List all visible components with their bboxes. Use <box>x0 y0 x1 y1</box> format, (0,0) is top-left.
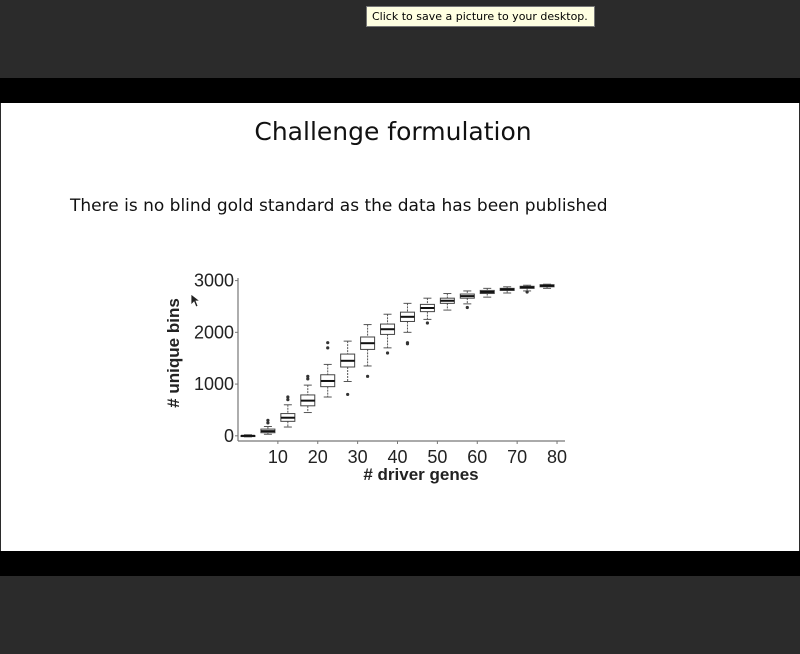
box-2.5 <box>240 434 256 438</box>
box-27.5 <box>340 340 356 397</box>
chart-boxes <box>240 283 555 438</box>
x-tick-label: 80 <box>547 447 567 467</box>
box-outlier <box>326 346 330 350</box>
box-77.5 <box>539 283 555 289</box>
box-outlier <box>405 342 410 346</box>
x-tick-label: 70 <box>507 447 527 467</box>
save-picture-tooltip: Click to save a picture to your desktop. <box>366 6 595 27</box>
box-37.5 <box>380 313 396 355</box>
box-outlier <box>385 351 390 355</box>
x-axis-label: # driver genes <box>363 465 478 484</box>
y-tick-label: 1000 <box>194 374 234 394</box>
bottom-black-bar <box>0 551 800 576</box>
slide-title: Challenge formulation <box>254 117 532 146</box>
x-tick-label: 50 <box>427 447 447 467</box>
box-42.5 <box>399 302 415 346</box>
slide: Challenge formulation There is no blind … <box>1 103 799 551</box>
box-57.5 <box>459 290 475 310</box>
box-outlier <box>286 398 290 402</box>
box-outlier <box>286 395 290 399</box>
box-22.5 <box>320 341 336 398</box>
box-outlier <box>525 290 529 294</box>
box-32.5 <box>360 324 376 378</box>
box-outlier <box>465 305 469 310</box>
x-tick-label: 20 <box>308 447 328 467</box>
box-52.5 <box>439 293 455 311</box>
box-outlier <box>366 374 370 378</box>
x-tick-label: 40 <box>387 447 407 467</box>
chart-axes: 0 1000 2000 3000 10 20 30 40 50 60 70 80 <box>194 271 567 467</box>
x-tick-label: 10 <box>268 447 288 467</box>
box-7.5 <box>260 418 276 435</box>
box-67.5 <box>499 286 515 294</box>
box-47.5 <box>419 297 435 325</box>
box-62.5 <box>479 287 495 298</box>
box-outlier <box>306 374 310 378</box>
box-outlier <box>266 418 270 422</box>
y-tick-label: 3000 <box>194 271 234 291</box>
x-tick-label: 30 <box>348 447 368 467</box>
y-axis-label: # unique bins <box>164 298 183 408</box>
box-outlier <box>425 321 430 325</box>
mouse-cursor-icon <box>190 293 202 308</box>
box-outlier <box>326 341 330 345</box>
box-12.5 <box>280 395 296 428</box>
box-outlier <box>306 377 310 381</box>
bottom-letterbox <box>0 576 800 654</box>
box-plot-chart[interactable]: 0 1000 2000 3000 10 20 30 40 50 60 70 80 # unique b… <box>151 271 581 486</box>
box-17.5 <box>300 374 316 414</box>
box-outlier <box>266 421 270 425</box>
y-tick-label: 0 <box>224 426 234 446</box>
top-black-bar <box>0 78 800 103</box>
box-72.5 <box>519 284 535 294</box>
slide-body-text: There is no blind gold standard as the d… <box>70 196 608 216</box>
x-tick-label: 60 <box>467 447 487 467</box>
box-outlier <box>346 392 350 397</box>
y-tick-label: 2000 <box>194 322 234 342</box>
